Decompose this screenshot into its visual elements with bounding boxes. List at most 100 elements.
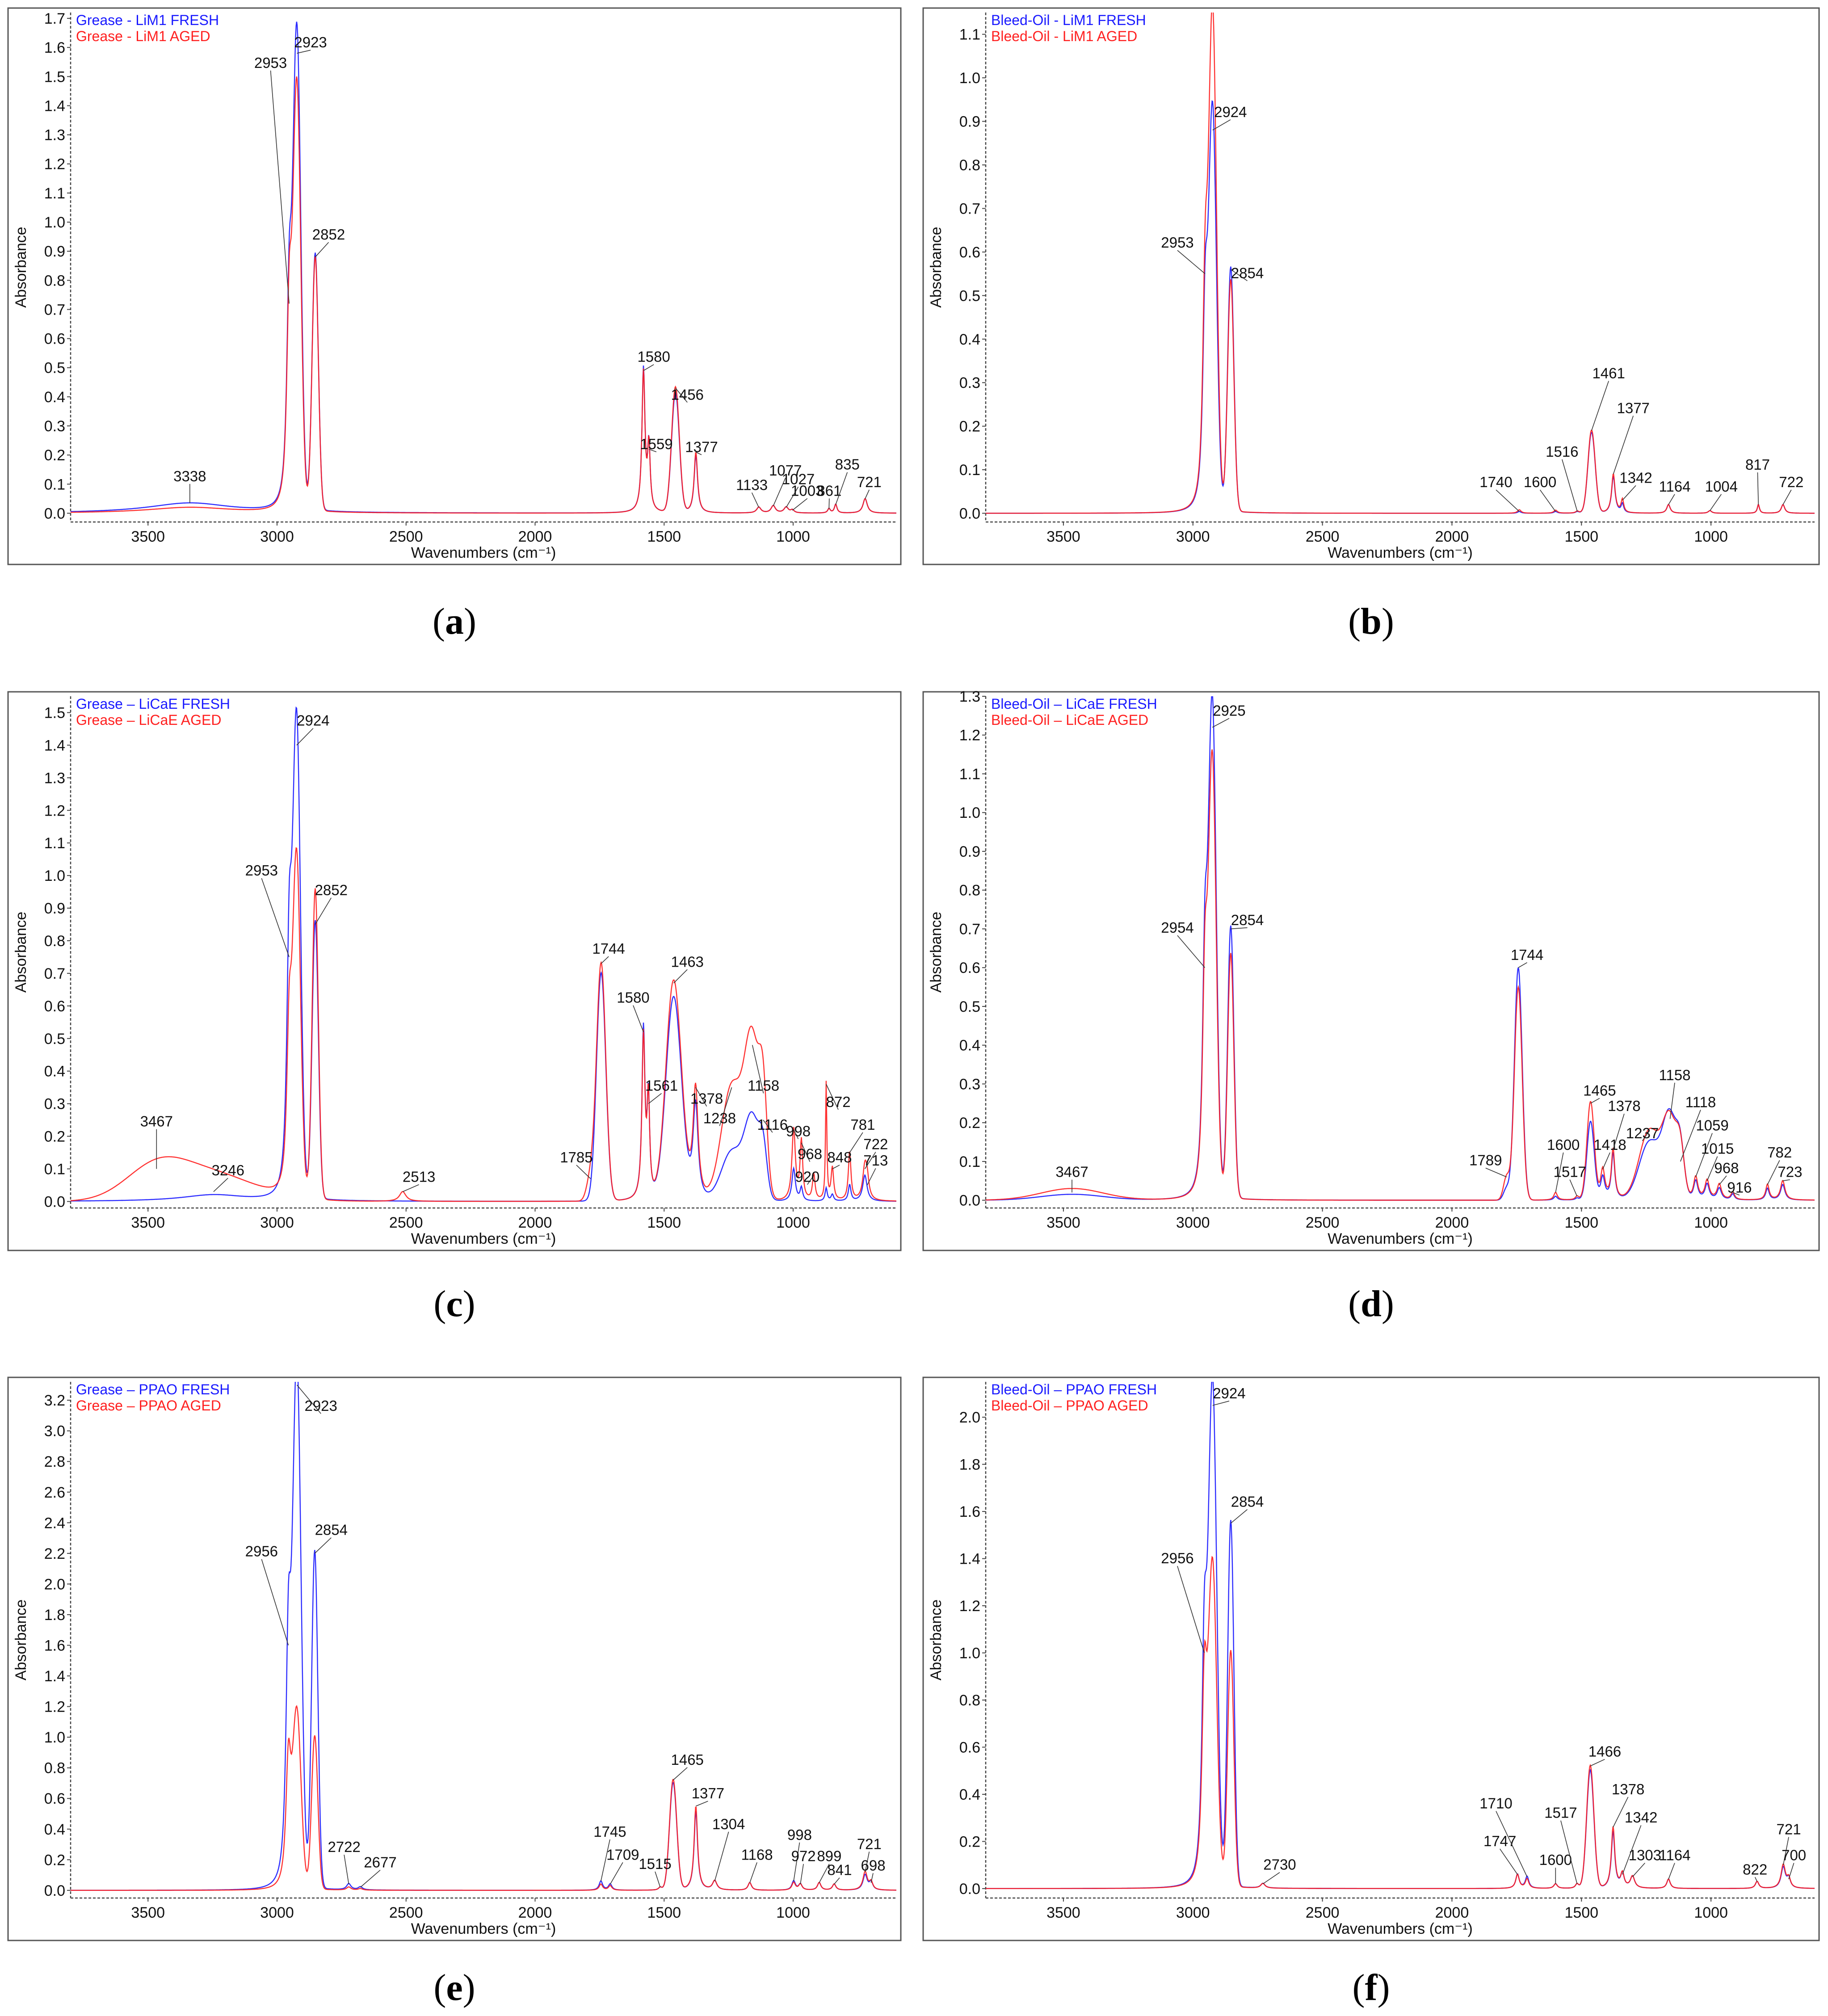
chart-panel-f: 0.0 0.2 0.4 0.6 0.8 1.0 1.2 1.4 1.6 1.8 2.0 3500 300… (922, 1376, 1820, 2008)
peak-label: 1342 (1625, 1809, 1657, 1826)
y-tick-label: 0.9 (959, 114, 980, 130)
peak-leader-line (695, 451, 702, 455)
panel-letter: d (1361, 1283, 1382, 1325)
y-tick-label: 1.2 (44, 1699, 65, 1716)
peak-label: 2677 (364, 1854, 396, 1870)
y-tick-label: 0.8 (44, 272, 65, 289)
peak-leader-line (865, 489, 870, 499)
legend-entry-aged: Grease - LiM1 AGED (76, 28, 210, 44)
x-tick-label: 1500 (647, 1904, 681, 1921)
y-tick-label: 1.5 (44, 68, 65, 85)
peak-label: 1561 (645, 1077, 678, 1094)
peak-leader-line (1602, 1152, 1610, 1170)
y-tick-label: 0.0 (44, 1193, 65, 1210)
peak-leader-line (1177, 250, 1206, 274)
y-tick-label: 1.0 (44, 1729, 65, 1746)
peak-leader-line (1782, 489, 1792, 505)
y-tick-label: 0.4 (959, 1037, 980, 1054)
peak-label: 1377 (685, 439, 718, 455)
peak-label: 1745 (593, 1823, 626, 1840)
peak-label: 2852 (315, 882, 348, 898)
y-tick-label: 1.2 (959, 727, 980, 744)
peak-label: 1003 (791, 482, 824, 499)
peak-leader-line (1788, 1863, 1794, 1880)
peak-leader-line (714, 1831, 729, 1881)
peak-label: 1342 (1619, 469, 1652, 486)
peak-leader-line (1754, 1877, 1758, 1882)
x-tick-label: 3500 (131, 1904, 165, 1921)
x-tick-label: 1000 (776, 1214, 810, 1231)
x-tick-label: 3500 (131, 528, 165, 545)
peak-leader-line (1212, 119, 1231, 130)
peak-leader-line (1695, 1133, 1713, 1177)
peak-label: 3467 (1055, 1164, 1088, 1180)
peak-leader-line (793, 1842, 800, 1881)
peak-label: 721 (857, 474, 882, 490)
y-tick-label: 1.0 (44, 214, 65, 231)
y-tick-label: 1.3 (44, 127, 65, 144)
peak-label: 2854 (1231, 912, 1264, 928)
peak-label: 1517 (1553, 1164, 1586, 1180)
peak-label: 1580 (637, 349, 670, 365)
peak-leader-line (1591, 381, 1609, 431)
peak-label: 1077 (769, 462, 802, 479)
peak-leader-line (1496, 1811, 1528, 1877)
y-tick-label: 1.1 (959, 26, 980, 43)
chart-panel-b: 0.0 0.1 0.2 0.3 0.4 0.5 0.6 0.7 0.8 0.9 1.0 1.1 3500… (922, 7, 1820, 642)
peak-leader-line (793, 1129, 799, 1139)
peak-leader-line (835, 472, 848, 505)
peak-leader-line (360, 1869, 381, 1888)
peak-label: 1418 (1593, 1136, 1626, 1153)
x-axis-label: Wavenumbers (cm⁻¹) (1328, 544, 1473, 561)
peak-leader-line (834, 1877, 840, 1885)
panel-label: (c) (433, 1283, 475, 1325)
peak-label: 1059 (1696, 1117, 1728, 1134)
x-tick-label: 1000 (1694, 1214, 1728, 1231)
x-tick-label: 1000 (776, 528, 810, 545)
peak-label: 1559 (640, 436, 672, 452)
y-tick-label: 1.6 (44, 39, 65, 56)
panel-frame (922, 7, 1820, 565)
x-tick-label: 3500 (131, 1214, 165, 1231)
y-tick-label: 0.2 (44, 1128, 65, 1145)
y-tick-label: 0.6 (44, 331, 65, 348)
peak-label: 2854 (1231, 1494, 1264, 1510)
y-tick-label: 1.4 (44, 97, 65, 114)
y-tick-label: 1.2 (44, 802, 65, 819)
peak-label: 2854 (315, 1522, 348, 1538)
peak-leader-line (1622, 1825, 1642, 1875)
series-line-aged (71, 847, 896, 1202)
y-tick-label: 0.1 (44, 1161, 65, 1178)
y-tick-label: 2.0 (44, 1576, 65, 1593)
y-tick-label: 0.4 (959, 331, 980, 348)
peak-leader-line (786, 486, 799, 508)
legend-entry-fresh: Grease – LiCaE FRESH (76, 696, 230, 712)
chart-panel-e: 0.0 0.2 0.4 0.6 0.8 1.0 1.2 1.4 1.6 1.8 2.0 2.2 2.4 2… (7, 1376, 902, 2008)
panel-frame (922, 691, 1820, 1251)
legend-entry-fresh: Bleed-Oil – LiCaE FRESH (991, 696, 1157, 712)
x-tick-label: 2500 (389, 528, 423, 545)
y-tick-label: 0.8 (959, 157, 980, 174)
peak-leader-line (315, 897, 332, 925)
y-axis-label: Absorbance (13, 912, 29, 993)
y-tick-label: 1.6 (44, 1637, 65, 1654)
y-tick-label: 1.2 (959, 1598, 980, 1615)
series-line-aged (986, 1556, 1815, 1889)
peak-leader-line (270, 70, 290, 304)
x-tick-label: 3500 (1046, 1904, 1080, 1921)
peak-label: 2956 (245, 1543, 278, 1560)
x-axis-label: Wavenumbers (cm⁻¹) (1328, 1230, 1473, 1247)
x-tick-label: 2000 (518, 528, 552, 545)
peak-leader-line (1230, 269, 1248, 282)
y-tick-label: 1.2 (44, 156, 65, 173)
peak-label: 872 (826, 1094, 851, 1110)
peak-leader-line (773, 478, 786, 506)
peak-label: 1118 (1685, 1094, 1716, 1110)
y-tick-label: 0.5 (959, 287, 980, 304)
x-tick-label: 1500 (1564, 1214, 1598, 1231)
legend-entry-aged: Grease – PPAO AGED (76, 1397, 221, 1414)
peak-label: 3246 (212, 1162, 244, 1178)
peak-label: 1238 (703, 1110, 736, 1126)
peak-label: 2854 (1231, 265, 1264, 281)
peak-label: 1740 (1479, 474, 1512, 490)
